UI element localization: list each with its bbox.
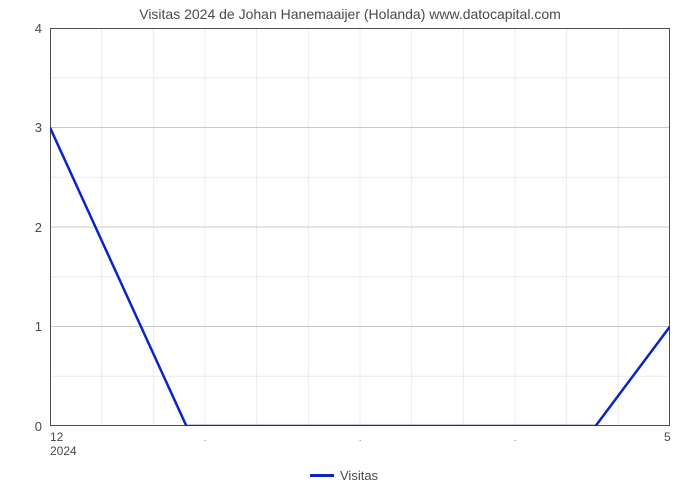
x-minor-tick-dot: .: [514, 434, 516, 443]
legend: Visitas: [310, 468, 378, 483]
x-minor-tick-dot: .: [359, 434, 361, 443]
x-tick-left: 12: [50, 430, 63, 444]
legend-label: Visitas: [340, 468, 378, 483]
x-minor-tick-dot: .: [204, 434, 206, 443]
y-tick-1: 1: [12, 319, 42, 334]
y-tick-2: 2: [12, 220, 42, 235]
y-tick-3: 3: [12, 120, 42, 135]
y-tick-4: 4: [12, 21, 42, 36]
x-year-label: 2024: [50, 444, 77, 458]
x-tick-right: 5: [664, 430, 671, 444]
line-chart-svg: [50, 28, 670, 426]
legend-swatch: [310, 474, 334, 477]
chart-container: Visitas 2024 de Johan Hanemaaijer (Holan…: [0, 0, 700, 500]
chart-title: Visitas 2024 de Johan Hanemaaijer (Holan…: [0, 6, 700, 22]
plot-area: [50, 28, 670, 426]
y-tick-0: 0: [12, 419, 42, 434]
